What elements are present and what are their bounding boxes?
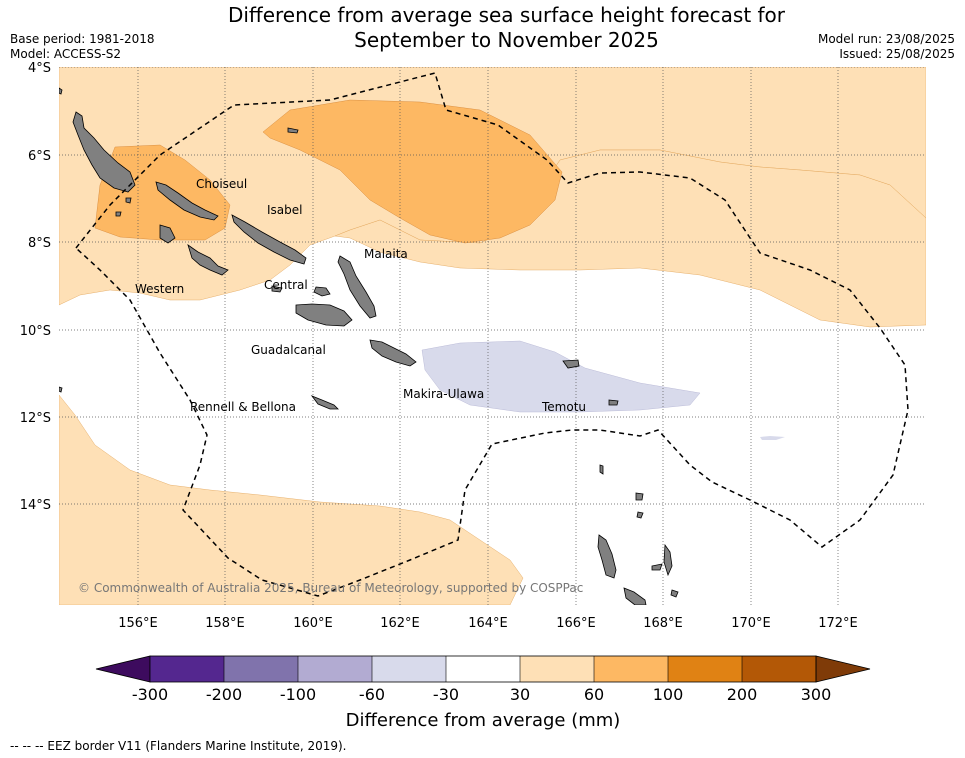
anomaly-region-30-60-southwest — [59, 394, 524, 605]
colorbar: -300 -200 -100 -60 -30 30 60 100 200 300… — [95, 655, 871, 731]
torres-island — [599, 464, 604, 475]
colorbar-tick-0: -300 — [132, 685, 168, 704]
gridlines — [59, 67, 926, 605]
issued-text: Issued: 25/08/2025 — [839, 47, 955, 61]
title-line-1: Difference from average sea surface heig… — [227, 3, 786, 27]
anomaly-region-60-100-central — [262, 99, 563, 244]
nw-islet — [59, 87, 63, 95]
lon-label-158e: 158°E — [205, 616, 245, 631]
colorbar-tick-1: -200 — [206, 685, 242, 704]
colorbar-extend-high — [815, 655, 871, 683]
colorbar-segment-3 — [298, 656, 372, 682]
label-central: Central — [264, 278, 308, 292]
vanikoro-island — [608, 399, 619, 406]
colorbar-title: Difference from average (mm) — [346, 710, 621, 731]
copyright-notice: © Commonwealth of Australia 2025, Bureau… — [78, 581, 583, 595]
western-islands — [187, 244, 229, 276]
lon-label-166e: 166°E — [556, 616, 596, 631]
nggela-island — [313, 286, 331, 297]
lon-label-160e: 160°E — [293, 616, 333, 631]
lat-label-4s: 4°S — [28, 61, 51, 76]
shortland-island — [125, 197, 132, 204]
map-area: Choiseul Isabel Malaita Western Central … — [59, 67, 926, 605]
lat-label-10s: 10°S — [20, 324, 51, 339]
colorbar-segment-7 — [594, 656, 668, 682]
sw-islet — [59, 386, 63, 393]
model-text: Model: ACCESS-S2 — [10, 47, 122, 61]
lon-label-168e: 168°E — [643, 616, 683, 631]
pentecost-island — [663, 543, 673, 577]
label-makira-ulawa: Makira-Ulawa — [403, 387, 484, 401]
colorbar-tick-3: -60 — [359, 685, 385, 704]
eez-footnote: -- -- -- EEZ border V11 (Flanders Marine… — [10, 739, 347, 753]
ambrym-island — [670, 589, 679, 598]
meta-right: Model run: 23/08/2025 Issued: 25/08/2025 — [818, 32, 955, 62]
colorbar-segment-1 — [150, 656, 224, 682]
colorbar-segment-9 — [742, 656, 816, 682]
colorbar-tick-9: 300 — [801, 685, 832, 704]
malaita-island — [337, 255, 377, 319]
anomaly-region-neg30-neg60 — [421, 340, 701, 413]
russell-island — [271, 285, 283, 293]
title-line-2: September to November 2025 — [354, 28, 659, 52]
new-georgia-island — [159, 224, 176, 244]
eez-border — [74, 72, 909, 597]
treasury-island — [115, 211, 122, 217]
ontong-java-island — [287, 127, 299, 134]
label-malaita: Malaita — [364, 247, 408, 261]
makira-island — [369, 339, 417, 367]
label-choiseul: Choiseul — [196, 177, 247, 191]
lat-label-6s: 6°S — [28, 149, 51, 164]
lon-label-156e: 156°E — [118, 616, 158, 631]
colorbar-tick-5: 30 — [510, 685, 530, 704]
colorbar-tick-6: 60 — [584, 685, 604, 704]
model-run-text: Model run: 23/08/2025 — [817, 32, 955, 46]
colorbar-tick-8: 200 — [727, 685, 758, 704]
label-temotu: Temotu — [541, 400, 586, 414]
lon-label-170e: 170°E — [731, 616, 771, 631]
isabel-island — [231, 214, 307, 265]
colorbar-extend-low — [95, 655, 151, 683]
espiritu-santo-island — [597, 534, 617, 579]
base-period-text: Base period: 1981-2018 — [10, 32, 155, 46]
colorbar-segment-6 — [520, 656, 594, 682]
label-guadalcanal: Guadalcanal — [251, 343, 326, 357]
land-masses — [59, 87, 679, 605]
colorbar-segment-2 — [224, 656, 298, 682]
label-western: Western — [135, 282, 184, 296]
bougainville-island — [72, 111, 136, 193]
lat-label-12s: 12°S — [20, 411, 51, 426]
colorbar-frame — [149, 655, 817, 683]
malakula-island — [623, 587, 647, 605]
lon-label-164e: 164°E — [468, 616, 508, 631]
lon-label-162e: 162°E — [380, 616, 420, 631]
banks-small-island — [636, 511, 644, 519]
ambae-island — [651, 563, 663, 571]
colorbar-tick-2: -100 — [280, 685, 316, 704]
chart-title: Difference from average sea surface heig… — [150, 3, 863, 53]
label-isabel: Isabel — [267, 203, 302, 217]
lat-label-14s: 14°S — [20, 498, 51, 513]
colorbar-segment-8 — [668, 656, 742, 682]
meta-left: Base period: 1981-2018 Model: ACCESS-S2 — [10, 32, 155, 62]
guadalcanal-island — [295, 303, 353, 327]
label-rennell-bellona: Rennell & Bellona — [190, 400, 296, 414]
colorbar-tick-7: 100 — [653, 685, 684, 704]
santa-cruz-island — [562, 359, 580, 369]
colorbar-segment-5 — [446, 656, 520, 682]
banks-islands — [635, 492, 644, 501]
rennell-island — [310, 395, 339, 410]
anomaly-region-neg30-neg60-small — [760, 436, 785, 440]
colorbar-tick-4: -30 — [433, 685, 459, 704]
choiseul-island — [155, 181, 219, 221]
colorbar-segment-4 — [372, 656, 446, 682]
lon-label-172e: 172°E — [818, 616, 858, 631]
lat-label-8s: 8°S — [28, 236, 51, 251]
